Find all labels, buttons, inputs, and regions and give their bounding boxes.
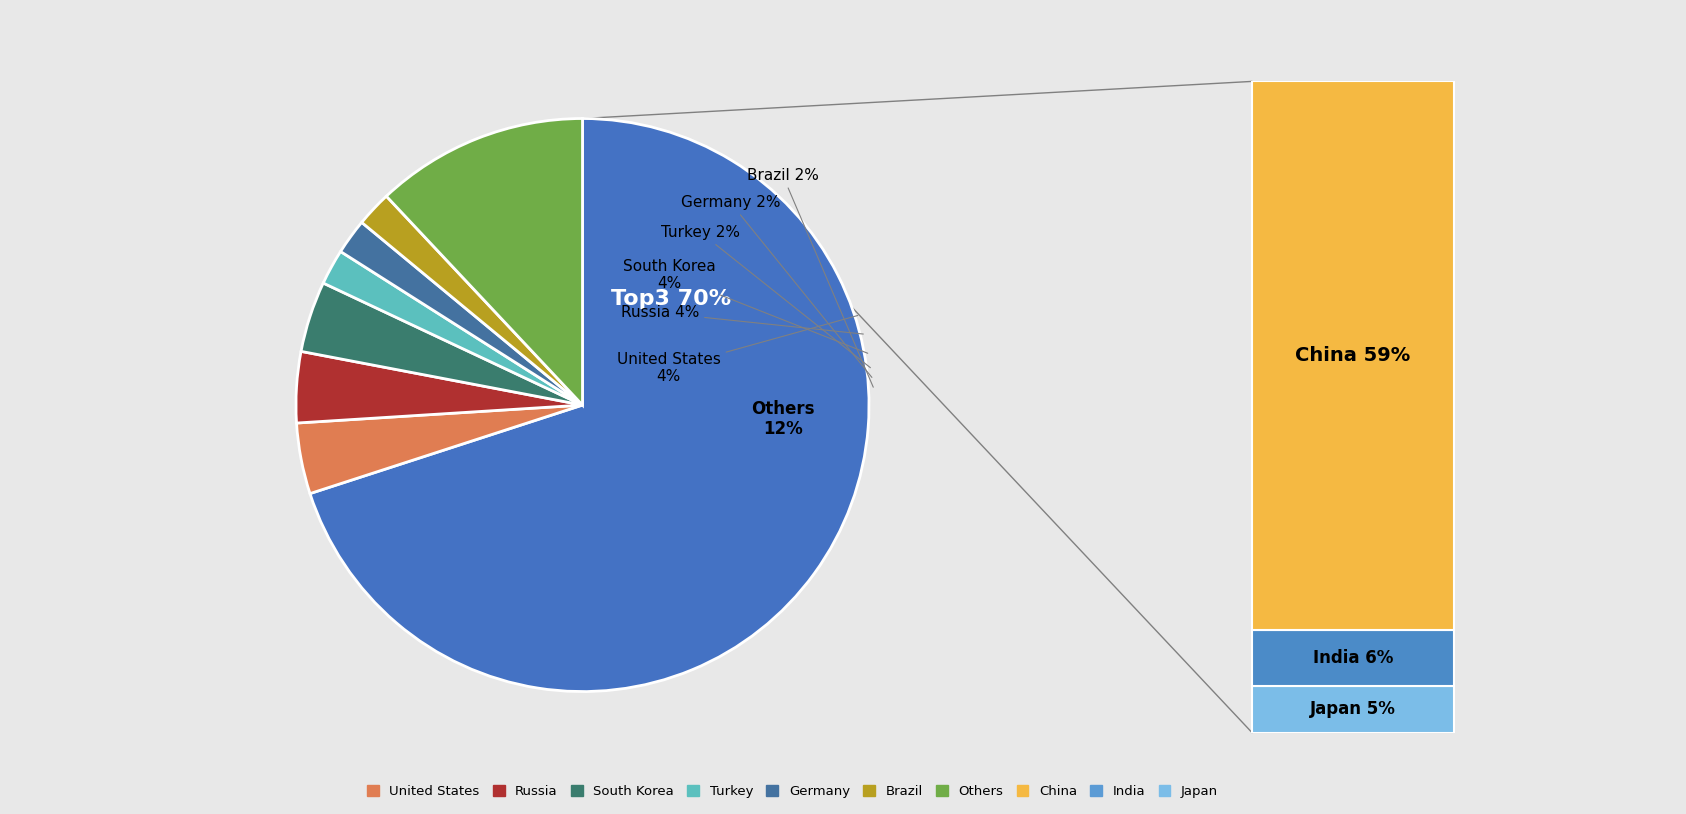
Wedge shape — [324, 252, 582, 405]
Text: Turkey 2%: Turkey 2% — [661, 225, 870, 368]
Text: Top3 70%: Top3 70% — [610, 290, 730, 309]
Bar — [1253, 630, 1453, 686]
Wedge shape — [297, 352, 582, 423]
Wedge shape — [386, 119, 582, 405]
Wedge shape — [341, 222, 582, 405]
Text: Brazil 2%: Brazil 2% — [747, 168, 873, 387]
Bar — [1253, 686, 1453, 733]
Text: India 6%: India 6% — [1313, 650, 1393, 667]
Bar — [1253, 81, 1453, 630]
Text: China 59%: China 59% — [1295, 346, 1411, 365]
Text: Germany 2%: Germany 2% — [681, 195, 872, 378]
Text: South Korea
4%: South Korea 4% — [624, 259, 868, 353]
Text: Russia 4%: Russia 4% — [620, 305, 863, 334]
Text: Japan 5%: Japan 5% — [1310, 700, 1396, 718]
Wedge shape — [362, 196, 582, 405]
Legend: United States, Russia, South Korea, Turkey, Germany, Brazil, Others, China, Indi: United States, Russia, South Korea, Turk… — [361, 780, 1224, 803]
Text: Others
12%: Others 12% — [750, 400, 814, 439]
Text: United States
4%: United States 4% — [617, 316, 858, 384]
Wedge shape — [297, 405, 582, 493]
Wedge shape — [302, 283, 582, 405]
Wedge shape — [310, 119, 868, 692]
